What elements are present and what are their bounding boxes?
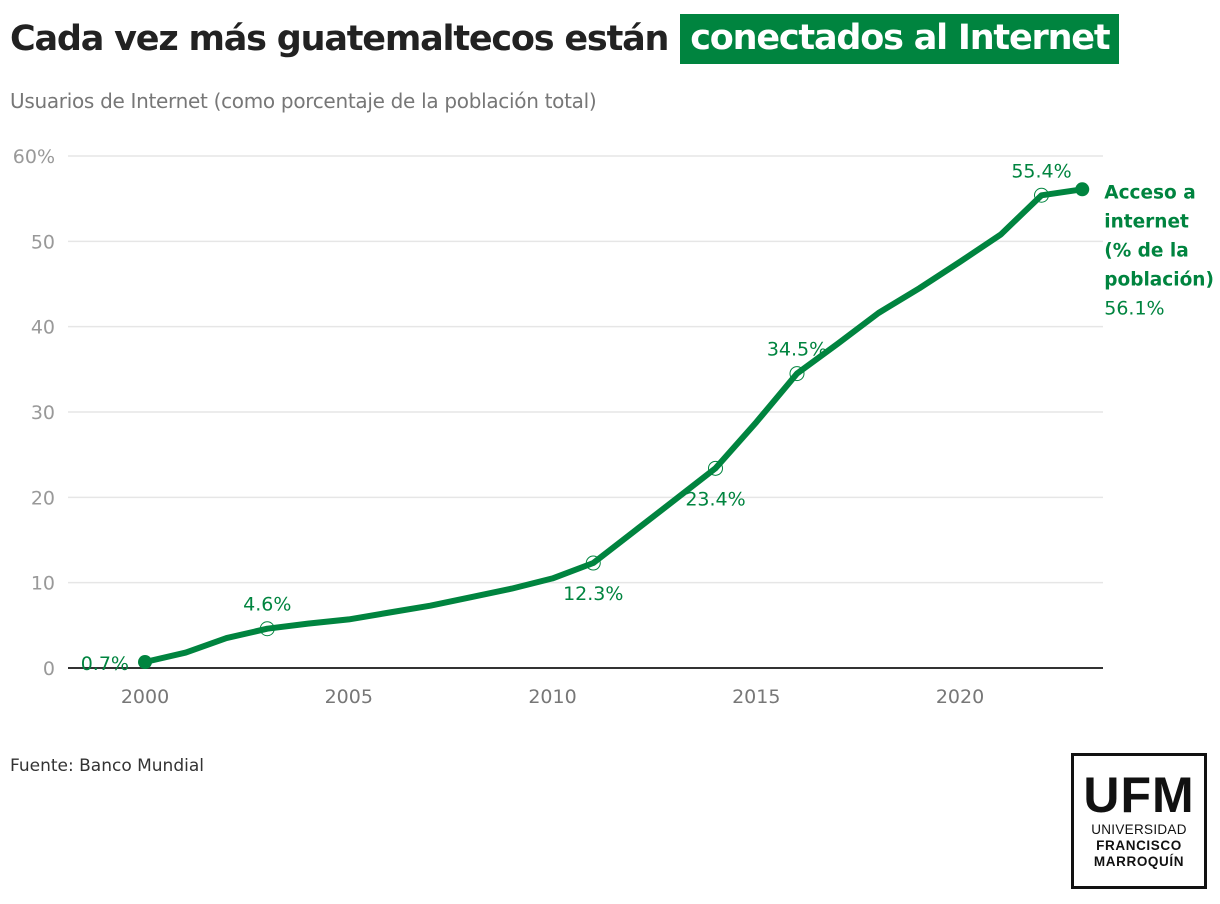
data-point (468, 594, 474, 600)
line-chart: 0 10 20 30 40 50 60% 2000 2005 2010 2015 2020 0.7%… (13, 146, 1214, 708)
x-tick-label: 2020 (936, 686, 984, 708)
data-point (264, 626, 270, 632)
data-label: 4.6% (243, 594, 291, 616)
data-point (387, 610, 393, 616)
data-point (876, 310, 882, 316)
series-layer (142, 186, 1086, 665)
x-tick-label: 2005 (325, 686, 373, 708)
data-point (550, 575, 556, 581)
series-name-line: internet (1104, 211, 1189, 232)
data-label: 12.3% (563, 583, 623, 605)
y-tick-label: 60% (13, 146, 55, 168)
y-tick-label: 40 (31, 317, 55, 339)
chart-title: Cada vez más guatemaltecos están conecta… (10, 8, 1120, 70)
data-point (753, 419, 759, 425)
highlight-marker (585, 555, 601, 571)
logo-line-1: UNIVERSIDAD (1091, 822, 1187, 837)
x-tick-label: 2010 (528, 686, 576, 708)
data-point (835, 341, 841, 347)
data-point (1039, 192, 1045, 198)
data-point (957, 259, 963, 265)
data-point (672, 497, 678, 503)
endpoint-marker (1075, 182, 1090, 197)
data-point (713, 465, 719, 471)
y-tick-label: 20 (31, 487, 55, 509)
highlight-marker (1034, 187, 1049, 203)
highlight-marker (259, 621, 275, 637)
data-label: 55.4% (1011, 160, 1071, 182)
x-tick-label: 2015 (732, 686, 780, 708)
data-point (998, 232, 1004, 238)
logo-line-3: MARROQUÍN (1093, 854, 1185, 869)
data-point (183, 650, 189, 656)
data-label: 34.5% (767, 339, 827, 361)
highlight-marker (789, 366, 805, 382)
series-name-line: población) (1104, 269, 1214, 290)
annotations-layer: 0.7% 4.6% 12.3% 23.4% 34.5% 55.4% (81, 160, 1090, 675)
y-tick-label: 0 (43, 658, 55, 680)
series-name-line: Acceso a (1104, 182, 1195, 203)
gridlines (68, 155, 1103, 584)
y-tick-label: 30 (31, 402, 55, 424)
data-point (631, 528, 637, 534)
x-tick-label: 2000 (121, 686, 169, 708)
data-label: 0.7% (81, 653, 129, 675)
title-main-text: Cada vez más guatemaltecos están (10, 19, 669, 59)
x-axis-ticks: 2000 2005 2010 2015 2020 (121, 686, 984, 708)
y-tick-label: 50 (31, 231, 55, 253)
series-name-line: (% de la (1104, 240, 1189, 261)
data-point (224, 635, 230, 641)
logo-acronym: UFM (1083, 767, 1195, 823)
data-point (509, 586, 515, 592)
source-note: Fuente: Banco Mundial (10, 756, 204, 776)
series-line (142, 186, 1086, 665)
data-point (794, 371, 800, 377)
logo-line-2: FRANCISCO (1096, 838, 1182, 853)
ufm-logo: UFM UNIVERSIDAD FRANCISCO MARROQUÍN (1071, 753, 1207, 889)
y-tick-label: 10 (31, 573, 55, 595)
highlight-marker (708, 460, 723, 476)
endpoint-marker (138, 655, 152, 670)
y-axis-ticks: 0 10 20 30 40 50 60% (13, 146, 55, 680)
data-point (916, 285, 922, 291)
title-highlight-text: conectados al Internet (680, 14, 1120, 64)
series-label: Acceso a internet (% de la población) 56.1% (1104, 182, 1214, 319)
data-point (590, 560, 596, 566)
chart-subtitle: Usuarios de Internet (como porcentaje de… (10, 89, 597, 113)
data-point (346, 616, 352, 622)
data-label: 23.4% (685, 488, 745, 510)
data-point (427, 603, 433, 609)
data-point (305, 621, 311, 627)
series-last-value: 56.1% (1104, 297, 1164, 319)
